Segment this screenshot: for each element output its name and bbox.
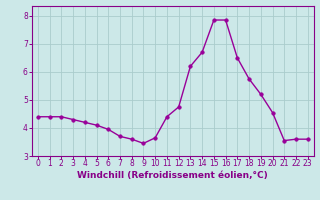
X-axis label: Windchill (Refroidissement éolien,°C): Windchill (Refroidissement éolien,°C) <box>77 171 268 180</box>
